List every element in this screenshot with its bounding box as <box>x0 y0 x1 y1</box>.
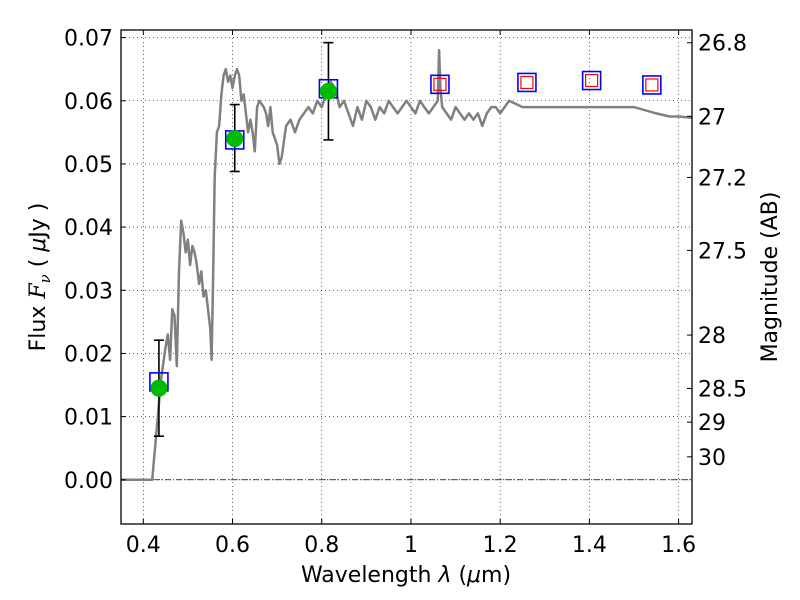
x-tick-label: 1 <box>404 533 418 558</box>
y-tick-label: 0.07 <box>64 27 113 52</box>
upper-limit-marker <box>645 78 659 92</box>
plot-frame <box>120 29 693 525</box>
model-square-marker <box>517 72 537 93</box>
y2-axis-label: Magnitude (AB) <box>758 192 783 363</box>
y2-tick-label: 28 <box>698 324 726 349</box>
x-axis-label: Wavelength λ (μm) <box>301 563 511 588</box>
y2-axis-ticks: 26.8 27 27.2 27.5 28 28.5 29 30 <box>687 32 747 471</box>
y2-tick-label: 29 <box>698 411 726 436</box>
x-axis-ticks: 0.4 0.6 0.8 1 1.2 1.4 1.6 <box>126 30 696 558</box>
observed-point-marker <box>150 379 168 397</box>
x-tick-label: 1.6 <box>661 533 696 558</box>
observed-point-marker <box>319 82 337 100</box>
y-tick-label: 0.06 <box>64 90 113 115</box>
x-tick-label: 0.8 <box>304 533 339 558</box>
y-tick-label: 0.00 <box>64 469 113 494</box>
y-tick-label: 0.03 <box>64 279 113 304</box>
upper-limit-marker <box>585 73 599 88</box>
y2-tick-label: 27 <box>698 105 726 130</box>
observed-markers <box>150 82 337 397</box>
y2-tick-label: 28.5 <box>698 377 747 402</box>
spectrum-series <box>121 48 693 482</box>
y-tick-label: 0.04 <box>64 216 113 241</box>
spectrum-line <box>121 48 693 482</box>
y-tick-label: 0.01 <box>64 406 113 431</box>
x-tick-label: 0.4 <box>126 533 161 558</box>
upper-limit-marker <box>433 77 447 91</box>
y2-tick-label: 26.8 <box>698 32 747 57</box>
y-axis-label: Flux Fν ( μJy ) <box>26 203 54 352</box>
upper-limit-marker <box>520 75 534 90</box>
model-square-marker <box>581 70 602 91</box>
model-square-marker <box>642 75 662 95</box>
plot-background <box>121 30 692 524</box>
y-axis-ticks: 0.00 0.01 0.02 0.03 0.04 0.05 0.06 0.07 <box>64 27 126 494</box>
y2-tick-label: 27.5 <box>698 239 747 264</box>
y2-tick-label: 27.2 <box>698 166 747 191</box>
observed-point-marker <box>226 130 244 148</box>
model-square-marker <box>430 74 450 95</box>
y-tick-label: 0.02 <box>64 342 113 367</box>
x-tick-label: 0.6 <box>215 533 250 558</box>
y-tick-label: 0.05 <box>64 153 113 178</box>
x-tick-label: 1.2 <box>483 533 518 558</box>
x-tick-label: 1.4 <box>572 533 607 558</box>
y2-tick-label: 30 <box>698 446 726 471</box>
